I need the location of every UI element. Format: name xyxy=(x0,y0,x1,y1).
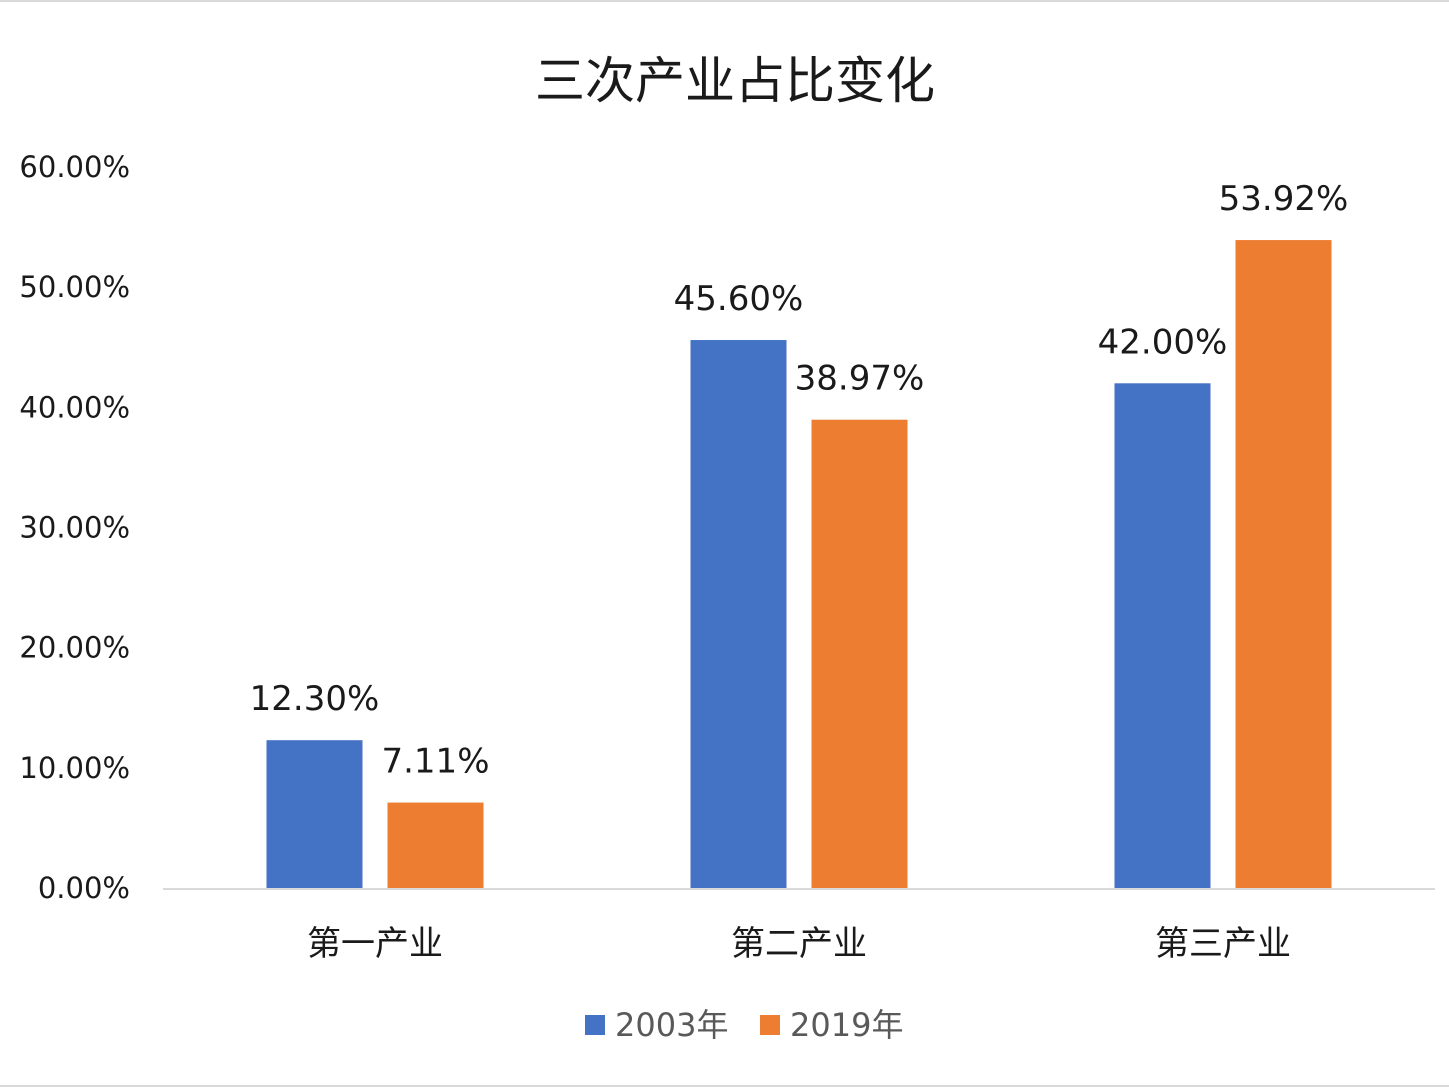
legend-label: 2019年 xyxy=(790,1006,903,1044)
x-category-label: 第二产业 xyxy=(731,924,867,964)
x-category-label: 第一产业 xyxy=(307,924,443,964)
y-tick-label: 10.00% xyxy=(19,751,130,785)
bar-1-3 xyxy=(1114,383,1211,888)
y-tick-label: 0.00% xyxy=(38,871,130,905)
bar-2-2 xyxy=(811,419,908,888)
y-axis-tick-labels: 0.00% 10.00% 20.00% 30.00% 40.00% 50.00% 60.00… xyxy=(19,150,130,905)
data-labels-group: 12.30% 45.60% 42.00% 7.11% 38.97% 53.92% xyxy=(250,179,1349,782)
bar-1-1 xyxy=(266,740,363,888)
data-label: 7.11% xyxy=(381,742,489,782)
bar-2-1 xyxy=(387,802,484,888)
data-label: 38.97% xyxy=(795,359,925,399)
bar-series-group xyxy=(266,240,1332,888)
data-label: 53.92% xyxy=(1219,179,1349,219)
bar-2-3 xyxy=(1235,240,1332,888)
legend-label: 2003年 xyxy=(615,1006,728,1044)
data-label: 42.00% xyxy=(1098,322,1228,362)
data-label: 45.60% xyxy=(674,279,804,319)
x-category-label: 第三产业 xyxy=(1155,924,1291,964)
y-tick-label: 60.00% xyxy=(19,150,130,184)
y-tick-label: 40.00% xyxy=(19,390,130,424)
y-tick-label: 20.00% xyxy=(19,631,130,665)
chart-title: 三次产业占比变化 xyxy=(535,52,935,110)
x-axis-category-labels: 第一产业 第二产业 第三产业 xyxy=(307,924,1291,964)
legend: 2003年 2019年 xyxy=(585,1006,903,1044)
y-tick-label: 30.00% xyxy=(19,511,130,545)
legend-swatch xyxy=(585,1015,605,1035)
y-tick-label: 50.00% xyxy=(19,270,130,304)
data-label: 12.30% xyxy=(250,679,380,719)
bar-1-2 xyxy=(690,340,787,888)
legend-swatch xyxy=(760,1015,780,1035)
